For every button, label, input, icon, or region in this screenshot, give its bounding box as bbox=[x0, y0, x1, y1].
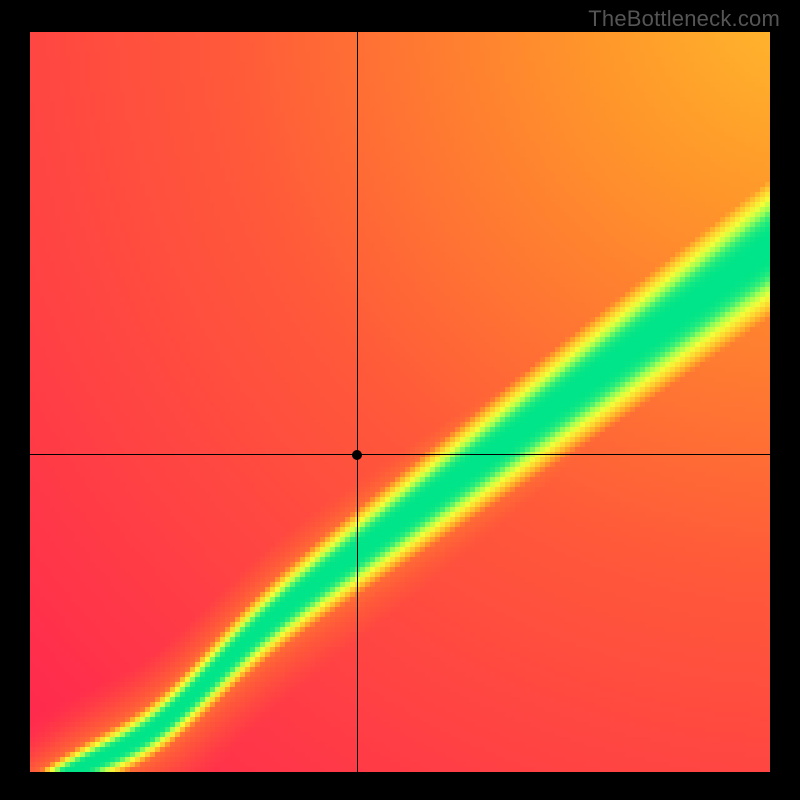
crosshair-vertical bbox=[357, 32, 358, 772]
chart-container: TheBottleneck.com bbox=[0, 0, 800, 800]
data-point-marker bbox=[352, 450, 362, 460]
watermark-text: TheBottleneck.com bbox=[588, 6, 780, 32]
heatmap-canvas bbox=[30, 32, 770, 772]
crosshair-horizontal bbox=[30, 454, 770, 455]
plot-area bbox=[30, 32, 770, 772]
